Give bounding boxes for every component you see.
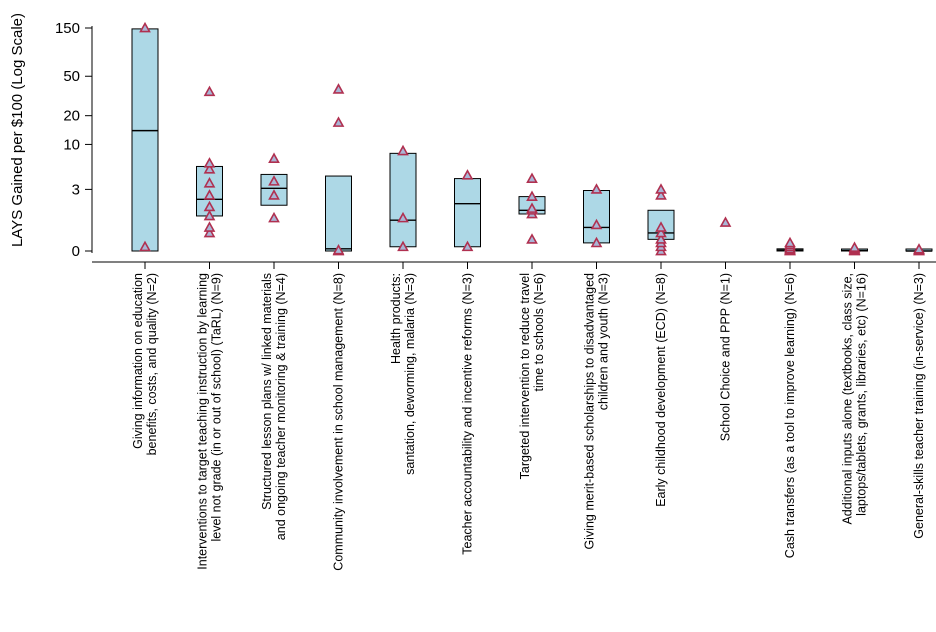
category-label: Targeted intervention to reduce travel ti…: [518, 273, 546, 479]
box: [583, 190, 610, 244]
x-axis: Giving information on education benefits,…: [92, 261, 936, 571]
data-point: [203, 209, 216, 221]
y-tick-label: 0: [72, 243, 80, 260]
data-point: [655, 233, 667, 244]
category-label-line: santation, deworming, malaria (N=3): [403, 273, 417, 475]
y-axis-label: LAYS Gained per $100 (Log Scale): [9, 13, 26, 247]
category-label-line: Teacher accountability and incentive ref…: [461, 273, 475, 555]
data-point: [139, 240, 151, 252]
y-tick-label: 50: [63, 68, 80, 85]
category-label: General-skills teacher training (in-serv…: [912, 273, 926, 539]
data-point: [332, 116, 345, 127]
data-point: [203, 163, 216, 174]
plot-area: [131, 21, 933, 256]
box: [454, 178, 481, 248]
category-label-line: Structured lesson plans w/ linked materi…: [260, 273, 274, 510]
category-label: Community involvement in school manageme…: [332, 273, 346, 571]
category-label-line: Community involvement in school manageme…: [332, 273, 346, 571]
data-point: [203, 221, 216, 232]
data-point: [655, 189, 667, 200]
data-point: [397, 211, 409, 223]
box: [389, 152, 417, 248]
category-label: Additional inputs alone (textbooks, clas…: [841, 273, 869, 525]
category-label-line: children and youth (N=3): [597, 273, 611, 410]
category-label-line: and ongoing teacher monitoring & trainin…: [274, 273, 288, 540]
category-label: Giving information on education benefits,…: [131, 273, 159, 455]
category-label-line: benefits, costs, and quality (N=2): [145, 273, 159, 455]
category-label-line: Additional inputs alone (textbooks, clas…: [841, 273, 855, 525]
y-tick-label: 150: [55, 20, 80, 37]
data-point: [332, 83, 345, 94]
data-point: [526, 202, 538, 213]
data-point: [203, 85, 216, 97]
data-point: [461, 169, 474, 180]
category-label: Teacher accountability and incentive ref…: [461, 273, 475, 555]
data-point: [655, 226, 667, 238]
category-label-line: time to schools (N=6): [532, 273, 546, 391]
data-point: [203, 157, 216, 168]
category-label-line: Health products:: [389, 273, 403, 364]
data-point: [719, 216, 732, 227]
category-label: Interventions to target teaching instruc…: [196, 273, 224, 570]
data-point: [590, 218, 603, 230]
data-point: [268, 152, 280, 163]
data-point: [203, 177, 216, 188]
data-point: [590, 236, 603, 248]
box: [325, 175, 352, 252]
data-point: [397, 240, 409, 252]
category-label-line: Early childhood development (ECD) (N=8): [654, 273, 668, 507]
category-label-line: Giving merit-based scholarships to disad…: [583, 273, 597, 550]
data-point: [655, 221, 667, 232]
category-label-line: laptops/tablets, grants, libraries, etc)…: [855, 273, 869, 516]
y-tick-label: 20: [63, 108, 80, 125]
category-label: School Choice and PPP (N=1): [719, 273, 733, 441]
data-point: [913, 243, 925, 254]
data-point: [655, 183, 667, 194]
data-point: [203, 189, 216, 200]
data-point: [526, 233, 538, 244]
y-tick-label: 10: [63, 136, 80, 153]
category-label: Health products: santation, deworming, ma…: [389, 273, 417, 475]
data-point: [139, 21, 151, 33]
data-point: [590, 183, 603, 194]
data-point: [461, 240, 474, 252]
category-label-line: School Choice and PPP (N=1): [719, 273, 733, 441]
data-point: [268, 211, 280, 223]
category-label-line: General-skills teacher training (in-serv…: [912, 273, 926, 539]
data-point: [203, 226, 216, 238]
y-tick-label: 3: [72, 181, 80, 198]
data-point: [268, 189, 280, 200]
category-label: Giving merit-based scholarships to disad…: [583, 273, 611, 550]
data-point: [526, 190, 538, 202]
category-label-line: Giving information on education: [131, 273, 145, 449]
category-label-line: Cash transfers (as a tool to improve lea…: [783, 273, 797, 558]
data-point: [203, 200, 216, 212]
data-point: [397, 144, 409, 156]
category-label: Cash transfers (as a tool to improve lea…: [783, 273, 797, 558]
category-label: Early childhood development (ECD) (N=8): [654, 273, 668, 507]
category-label-line: Targeted intervention to reduce travel: [518, 273, 532, 479]
category-label-line: Interventions to target teaching instruc…: [196, 273, 210, 570]
data-point: [268, 175, 280, 186]
data-point: [848, 241, 861, 252]
category-label: Structured lesson plans w/ linked materi…: [260, 273, 288, 540]
box: [131, 28, 159, 252]
y-axis: 0 3 10 20 50 150: [55, 20, 93, 260]
data-point: [784, 236, 796, 248]
data-point: [332, 243, 345, 255]
category-label-line: level not grade (in or out of school) (T…: [210, 273, 224, 542]
data-point: [526, 172, 538, 183]
